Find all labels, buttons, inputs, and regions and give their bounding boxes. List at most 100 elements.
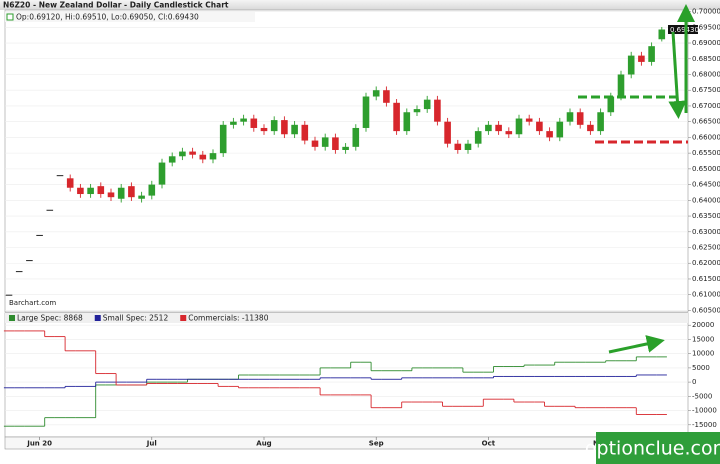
y-tick-label: 15000 (692, 335, 714, 343)
candle-body (291, 124, 298, 135)
candle-body (77, 187, 84, 195)
candle-body (658, 29, 666, 40)
last-price-label: 0.69430 (670, 26, 699, 34)
y-tick-label: -10000 (692, 407, 717, 415)
candle-body (393, 102, 400, 132)
y-tick-label: 0.64500 (692, 181, 720, 189)
candle-body (352, 127, 360, 147)
candle-body (179, 151, 186, 157)
candle-body (270, 120, 278, 132)
candle-body (321, 137, 329, 147)
candle-body (117, 187, 125, 199)
y-tick-label: 20000 (692, 321, 714, 329)
y-tick-label: 0.61000 (692, 291, 720, 299)
candle-body (66, 178, 74, 188)
legend-label: Large Spec: 8868 (17, 314, 83, 323)
y-tick-label: 0.63500 (692, 212, 720, 220)
candle-body (240, 118, 247, 122)
y-tick-label: 0.60500 (692, 306, 720, 314)
candle-body (107, 192, 115, 198)
candle-body (362, 96, 370, 128)
y-tick-label: 0.66000 (692, 133, 720, 141)
cot-legend-bg (5, 313, 688, 323)
candle-body (168, 156, 176, 163)
candle-body (46, 209, 54, 211)
y-tick-label: 0.65000 (692, 165, 720, 173)
candle-body (138, 195, 145, 199)
candle-body (566, 112, 574, 122)
y-tick-label: 0.67500 (692, 86, 720, 94)
y-tick-label: 5000 (692, 364, 710, 372)
candle-body (383, 90, 390, 103)
candle-body (434, 99, 441, 122)
cot-panel (4, 312, 689, 438)
candle-body (97, 186, 105, 195)
candle-body (219, 124, 227, 154)
candle-body (5, 294, 13, 296)
y-tick-label: 10000 (692, 350, 714, 358)
ohlc-legend-bg (5, 12, 255, 22)
candle-body (525, 118, 533, 122)
ohlc-legend: Op:0.69120, Hi:0.69510, Lo:0.69050, Cl:0… (16, 13, 199, 22)
candle-body (209, 153, 217, 160)
candle-body (311, 140, 319, 147)
candle-body (250, 118, 258, 128)
candle-body (474, 131, 482, 144)
y-tick-label: 0.63000 (692, 228, 720, 236)
candle-body (128, 186, 135, 198)
annotations (578, 4, 695, 354)
y-tick-label: 0 (692, 378, 696, 386)
chart-title: N6Z20 - New Zealand Dollar - Daily Candl… (3, 1, 229, 10)
x-tick-label: Oct (482, 440, 496, 448)
candle-body (627, 55, 635, 75)
y-tick-label: 0.65500 (692, 149, 720, 157)
y-tick-label: 0.61500 (692, 275, 720, 283)
candle-body (56, 175, 64, 177)
candle-body (230, 121, 237, 125)
x-tick-label: Jun 20 (26, 440, 52, 448)
y-tick-label: 0.69500 (692, 23, 720, 31)
candle-body (26, 260, 33, 262)
candle-body (454, 143, 462, 150)
candle-body (536, 121, 543, 132)
candle-body (413, 109, 421, 113)
last-price-box (668, 25, 698, 35)
candle-body (444, 121, 451, 144)
candle-body (342, 146, 349, 150)
legend-label: Small Spec: 2512 (103, 314, 169, 323)
candle-body (617, 74, 625, 97)
y-tick-label: 0.66500 (692, 118, 720, 126)
candle-body (505, 131, 513, 135)
candle-body (576, 112, 584, 125)
candle-body (301, 124, 309, 141)
candle-body (485, 124, 492, 132)
candle-body (199, 154, 207, 160)
y-tick-label: 0.62000 (692, 259, 720, 267)
y-tick-label: 0.64000 (692, 196, 720, 204)
candle-body (556, 121, 564, 138)
watermark: optionclue.com (585, 438, 720, 460)
candle-body (372, 90, 380, 97)
x-tick-label: Sep (369, 440, 384, 448)
source-logo: Barchart.com (9, 299, 56, 307)
candle-body (87, 187, 94, 195)
candle-body (36, 234, 43, 236)
candle-body (332, 137, 339, 150)
x-tick-label: Aug (256, 440, 271, 448)
y-tick-label: 0.62500 (692, 244, 720, 252)
candle-body (587, 124, 594, 132)
y-tick-label: -5000 (692, 392, 712, 400)
legend-label: Commercials: -11380 (188, 314, 268, 323)
y-tick-label: 0.68500 (692, 55, 720, 63)
candle-body (148, 184, 156, 196)
candle-body (638, 55, 645, 62)
y-tick-label: 0.70000 (692, 8, 720, 16)
price-panel (4, 9, 689, 313)
candle-body (281, 120, 288, 135)
candle-body (546, 131, 553, 138)
header-bar (0, 0, 720, 10)
candle-body (423, 99, 431, 110)
candle-body (464, 143, 472, 150)
